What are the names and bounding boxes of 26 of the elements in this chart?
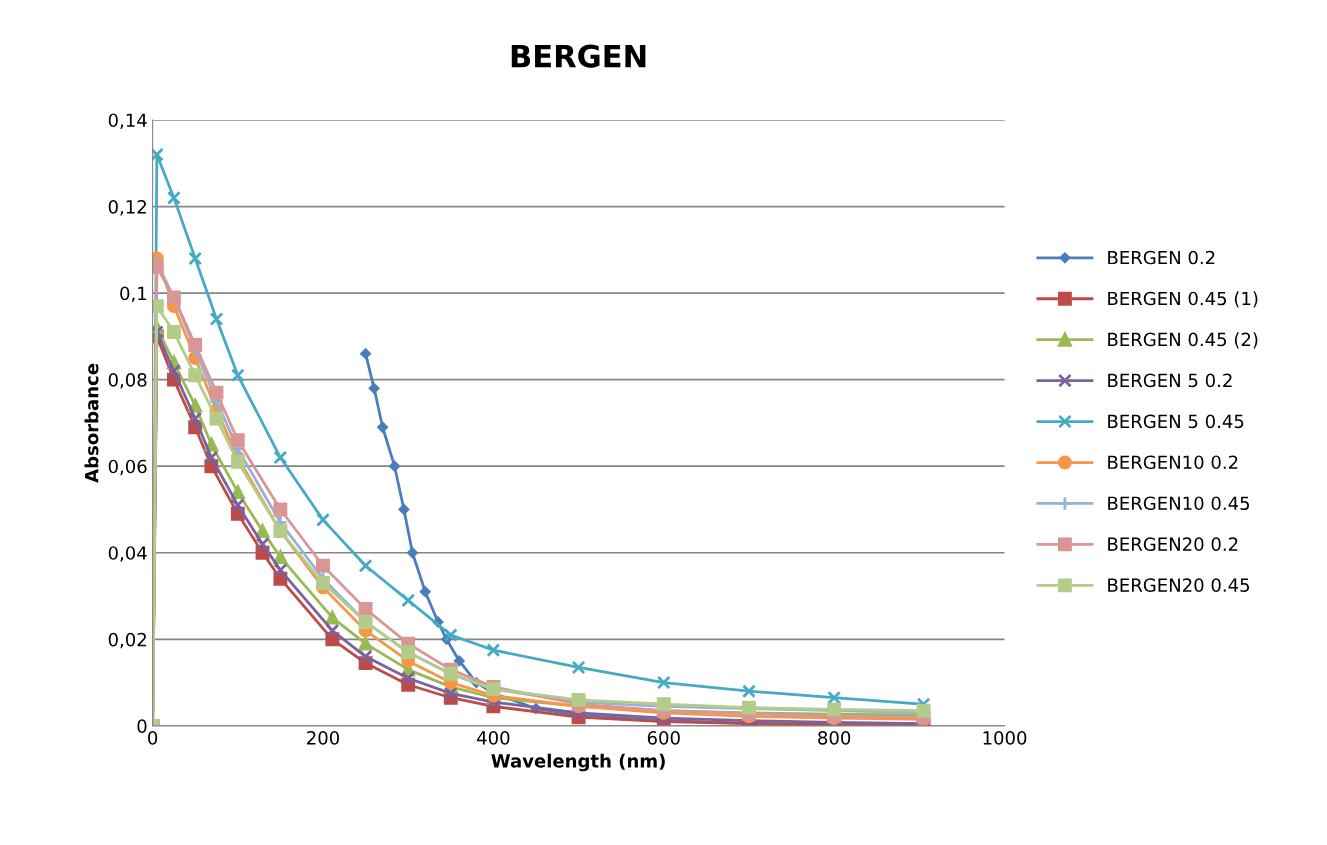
legend-label: BERGEN 5 0.45 xyxy=(1108,414,1244,429)
legend-label: BERGEN 5 0.2 xyxy=(1108,373,1232,388)
x-tick-label: 1000 xyxy=(983,731,1027,745)
legend-label: BERGEN 0.45 (1) xyxy=(1108,291,1258,308)
legend-label: BERGEN 0.2 xyxy=(1108,250,1215,265)
y-tick-label: 0 xyxy=(137,719,147,733)
y-tick-label: 0,12 xyxy=(108,200,146,216)
y-tick-label: 0,02 xyxy=(108,632,146,649)
y-tick-label: 0,14 xyxy=(108,113,147,129)
legend-label: BERGEN10 0.2 xyxy=(1108,455,1238,470)
y-tick-label: 0,1 xyxy=(120,286,147,303)
y-tick-label: 0,06 xyxy=(108,459,147,476)
x-tick-label: 400 xyxy=(477,731,510,745)
x-axis-title: Wavelength (nm) xyxy=(491,753,665,772)
y-tick-label: 0,04 xyxy=(108,546,147,562)
x-tick-label: 600 xyxy=(647,731,680,745)
legend-label: BERGEN20 0.2 xyxy=(1108,537,1238,551)
x-tick-label: 0 xyxy=(148,731,158,745)
y-tick-label: 0,08 xyxy=(108,373,147,389)
x-tick-label: 800 xyxy=(818,731,851,745)
x-tick-label: 200 xyxy=(307,731,340,745)
legend-label: BERGEN20 0.45 xyxy=(1108,578,1250,592)
chart-title: BERGEN xyxy=(511,44,646,68)
legend-label: BERGEN 0.45 (2) xyxy=(1108,332,1258,349)
legend-label: BERGEN10 0.45 xyxy=(1108,496,1250,511)
y-axis-title: Absorbance xyxy=(84,363,99,483)
